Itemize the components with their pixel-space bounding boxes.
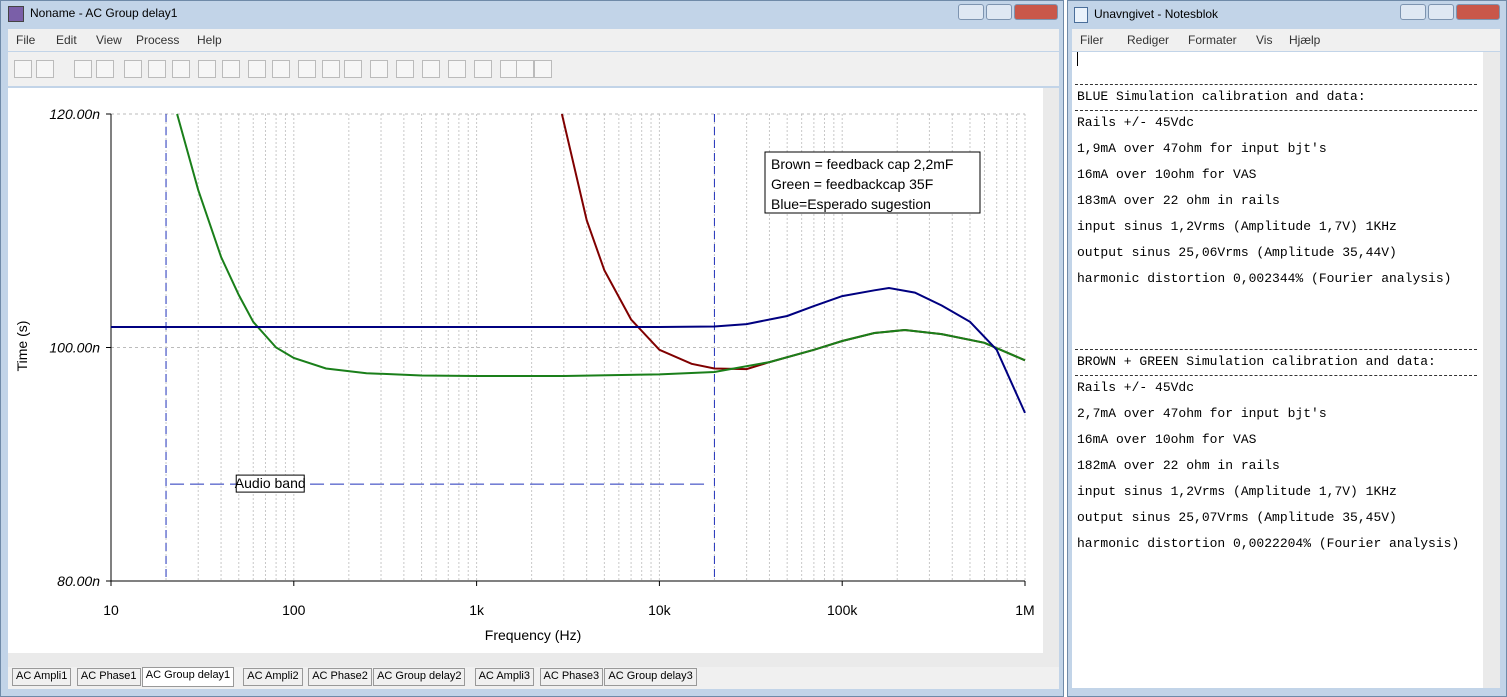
tab[interactable]: AC Phase1 <box>76 668 141 686</box>
toolbar-button[interactable] <box>36 60 54 78</box>
heading: BLUE Simulation calibration and data: <box>1077 89 1366 104</box>
separator <box>1075 84 1477 85</box>
text-line: output sinus 25,06Vrms (Amplitude 35,44V… <box>1077 245 1397 260</box>
notepad-icon <box>1074 7 1088 23</box>
menu-item[interactable]: Hjælp <box>1289 33 1321 47</box>
menu-item[interactable]: File <box>16 33 36 47</box>
menu-item[interactable]: Rediger <box>1127 33 1170 47</box>
separator <box>1075 375 1477 376</box>
band-label: Audio band <box>235 475 306 491</box>
notepad-menu-bar: Filer Rediger Formater Vis Hjælp <box>1072 29 1500 51</box>
menu-item[interactable]: Edit <box>56 33 77 47</box>
text-line: harmonic distortion 0,0022204% (Fourier … <box>1077 536 1460 551</box>
text-line: output sinus 25,07Vrms (Amplitude 35,45V… <box>1077 510 1397 525</box>
x-tick-label: 100k <box>827 602 858 618</box>
toolbar-button[interactable] <box>298 60 316 78</box>
legend-entry: Blue=Esperado sugestion <box>771 196 931 212</box>
toolbar-button[interactable] <box>74 60 92 78</box>
toolbar-button[interactable] <box>448 60 466 78</box>
y-axis-label: Time (s) <box>14 321 30 372</box>
toolbar-button[interactable] <box>222 60 240 78</box>
toolbar-button[interactable] <box>322 60 340 78</box>
separator <box>1075 349 1477 350</box>
toolbar-button[interactable] <box>172 60 190 78</box>
x-tick-label: 10 <box>103 602 119 618</box>
toolbar-button[interactable] <box>344 60 362 78</box>
minimize-button[interactable] <box>1400 4 1426 20</box>
horizontal-scrollbar[interactable] <box>8 653 1059 667</box>
text-line: harmonic distortion 0,002344% (Fourier a… <box>1077 271 1452 286</box>
notepad-scrollbar[interactable] <box>1483 52 1500 688</box>
close-button[interactable] <box>1456 4 1500 20</box>
tab[interactable]: AC Ampli1 <box>12 668 72 686</box>
notepad-title: Unavngivet - Notesblok <box>1094 7 1219 21</box>
text-line: 2,7mA over 47ohm for input bjt's <box>1077 406 1327 421</box>
menu-bar: File Edit View Process Help <box>8 29 1059 51</box>
maximize-button[interactable] <box>1428 4 1454 20</box>
maximize-button[interactable] <box>986 4 1012 20</box>
toolbar-button[interactable] <box>422 60 440 78</box>
x-tick-label: 1k <box>469 602 485 618</box>
menu-item[interactable]: Help <box>197 33 222 47</box>
toolbar-button[interactable] <box>14 60 32 78</box>
x-tick-label: 100 <box>282 602 306 618</box>
toolbar-button[interactable] <box>198 60 216 78</box>
toolbar-button[interactable] <box>96 60 114 78</box>
text-line: Rails +/- 45Vdc <box>1077 380 1195 395</box>
text-cursor <box>1077 52 1078 66</box>
close-button[interactable] <box>1014 4 1058 20</box>
x-tick-label: 10k <box>648 602 672 618</box>
toolbar-button[interactable] <box>474 60 492 78</box>
toolbar-button[interactable] <box>272 60 290 78</box>
text-line: 16mA over 10ohm for VAS <box>1077 432 1257 447</box>
tab[interactable]: AC Phase3 <box>539 668 604 686</box>
toolbar-button[interactable] <box>396 60 414 78</box>
minimize-button[interactable] <box>958 4 984 20</box>
tab[interactable]: AC Group delay2 <box>373 668 466 686</box>
text-line: input sinus 1,2Vrms (Amplitude 1,7V) 1KH… <box>1077 219 1397 234</box>
series-line <box>111 286 1026 414</box>
toolbar-button[interactable] <box>516 60 534 78</box>
toolbar-button[interactable] <box>534 60 552 78</box>
legend-entry: Green = feedbackcap 35F <box>771 176 933 192</box>
y-tick-label: 120.00n <box>49 106 100 122</box>
legend-entry: Brown = feedback cap 2,2mF <box>771 156 954 172</box>
tab[interactable]: AC Group delay1 <box>141 667 235 687</box>
toolbar <box>8 52 1059 86</box>
x-tick-label: 1M <box>1015 602 1034 618</box>
toolbar-button[interactable] <box>124 60 142 78</box>
text-line: 182mA over 22 ohm in rails <box>1077 458 1280 473</box>
heading: BROWN + GREEN Simulation calibration and… <box>1077 354 1436 369</box>
toolbar-button[interactable] <box>148 60 166 78</box>
tab[interactable]: AC Phase2 <box>308 668 372 686</box>
tab[interactable]: AC Ampli2 <box>243 668 303 686</box>
text-line: 1,9mA over 47ohm for input bjt's <box>1077 141 1327 156</box>
text-line: Rails +/- 45Vdc <box>1077 115 1195 130</box>
text-line: 16mA over 10ohm for VAS <box>1077 167 1257 182</box>
y-tick-label: 80.00n <box>57 573 100 589</box>
menu-item[interactable]: Process <box>136 33 180 47</box>
vertical-scrollbar[interactable] <box>1043 88 1059 653</box>
x-axis-label: Frequency (Hz) <box>485 627 581 643</box>
text-line: input sinus 1,2Vrms (Amplitude 1,7V) 1KH… <box>1077 484 1397 499</box>
separator <box>1075 110 1477 111</box>
toolbar-button[interactable] <box>370 60 388 78</box>
app-icon <box>8 6 24 22</box>
series-line <box>176 113 1026 377</box>
chart: 10 100 1k 10k 100k 1M 80.00n 100.00n 120.00n Freq… <box>8 88 1043 653</box>
window-title: Noname - AC Group delay1 <box>30 6 178 20</box>
menu-item[interactable]: Vis <box>1256 33 1273 47</box>
text-line: 183mA over 22 ohm in rails <box>1077 193 1280 208</box>
menu-item[interactable]: View <box>96 33 122 47</box>
band-label-box <box>235 474 305 493</box>
y-tick-label: 100.00n <box>49 340 100 356</box>
toolbar-button[interactable] <box>248 60 266 78</box>
menu-item[interactable]: Filer <box>1080 33 1104 47</box>
menu-item[interactable]: Formater <box>1188 33 1237 47</box>
tab[interactable]: AC Ampli3 <box>474 668 534 686</box>
legend-box <box>764 151 981 214</box>
tab[interactable]: AC Group delay3 <box>604 668 697 686</box>
notepad-text-area[interactable] <box>1072 52 1483 688</box>
